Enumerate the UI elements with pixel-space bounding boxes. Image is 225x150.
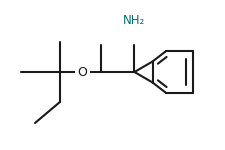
Text: O: O [77,66,87,78]
Text: NH₂: NH₂ [123,15,145,27]
